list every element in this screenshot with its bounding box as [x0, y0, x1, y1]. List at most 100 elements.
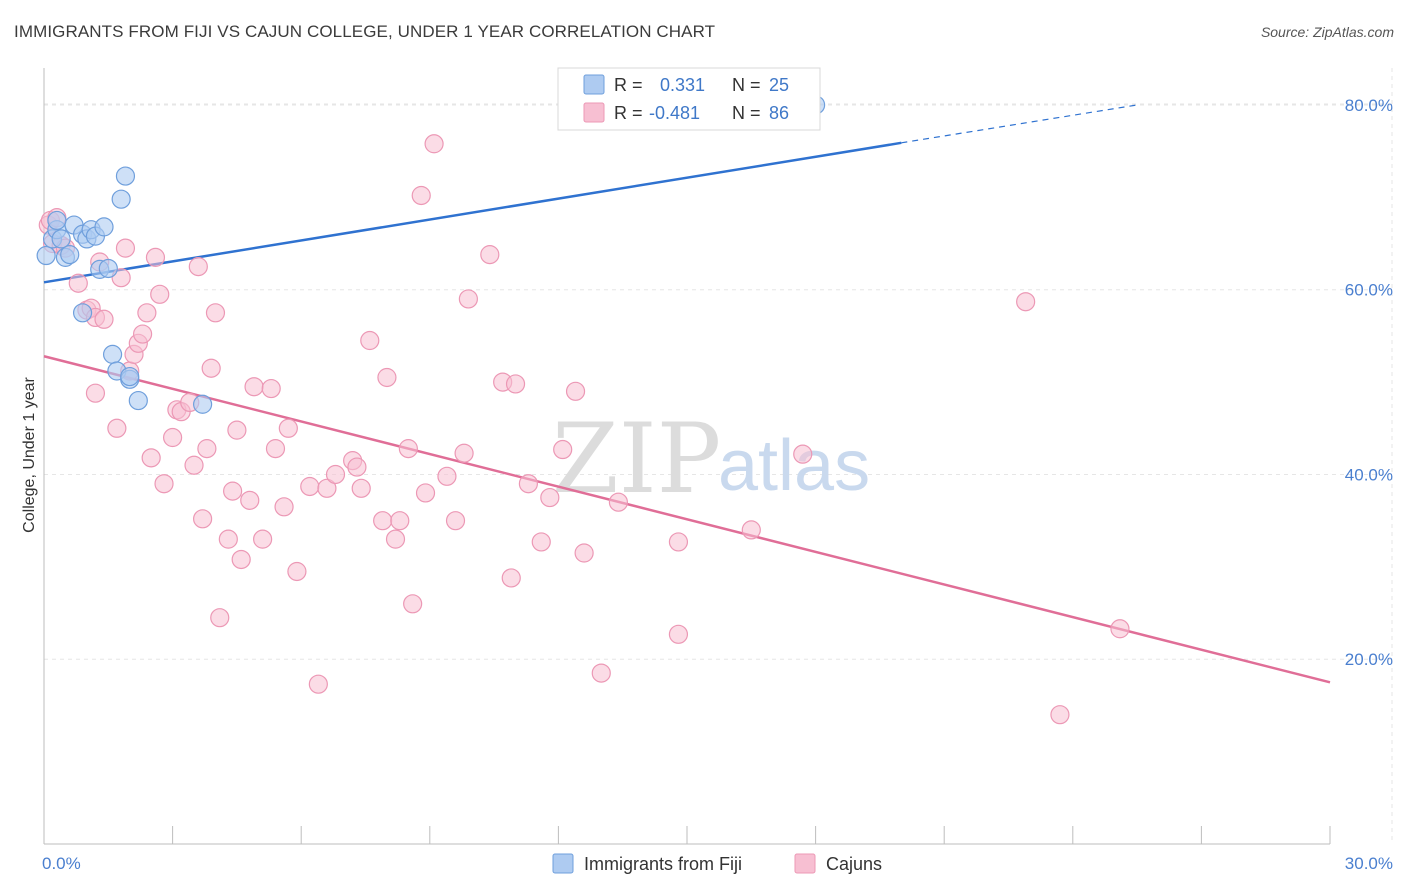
fiji-point	[120, 366, 140, 387]
x-tick-label-min: 0.0%	[42, 854, 81, 873]
cajun-point	[227, 420, 247, 440]
cajun-point	[205, 303, 226, 323]
correlation-legend: R = 0.331 N = 25 R = -0.481 N = 86	[557, 67, 821, 131]
legend-n-value-fiji: 25	[769, 75, 789, 95]
cajun-point	[265, 439, 286, 459]
cajun-point	[163, 427, 183, 448]
tick-labels: 20.0% 40.0% 60.0% 80.0% 0.0% 30.0%	[42, 96, 1393, 873]
legend-r-label-cajun: R =	[614, 103, 643, 123]
cajun-point	[141, 448, 161, 468]
fiji-point	[98, 258, 118, 279]
cajun-point	[415, 483, 436, 503]
cajun-point	[360, 330, 380, 351]
fiji-point	[51, 229, 71, 249]
series-legend: Immigrants from Fiji Cajuns	[552, 853, 882, 874]
cajun-point	[274, 497, 294, 517]
cajun-point	[111, 268, 131, 288]
cajun-point	[480, 245, 500, 265]
y-axis-label: College, Under 1 year	[21, 377, 38, 533]
y-tick-label: 60.0%	[1345, 281, 1393, 300]
cajun-point	[377, 367, 397, 388]
cajun-point	[132, 324, 153, 344]
cajun-point	[793, 444, 813, 464]
cajun-point	[188, 257, 208, 277]
legend-swatch-fiji	[583, 74, 605, 95]
cajun-point	[154, 474, 174, 494]
cajun-point	[347, 457, 367, 477]
watermark-zip: ZIP	[552, 403, 721, 515]
cajun-point	[398, 439, 418, 459]
cajun-point	[608, 492, 629, 512]
cajun-point	[317, 478, 337, 498]
cajun-point	[445, 511, 466, 531]
fiji-point	[47, 210, 67, 231]
cajun-point	[373, 511, 393, 531]
fiji-point	[60, 245, 80, 265]
cajun-point	[278, 418, 298, 438]
cajun-point	[591, 663, 611, 683]
fiji-point	[111, 189, 131, 209]
legend-r-value-fiji: 0.331	[660, 75, 705, 95]
cajun-point	[201, 358, 221, 378]
cajun-point	[668, 532, 689, 552]
cajun-point	[553, 439, 573, 460]
bottom-legend-swatch-fiji	[552, 853, 574, 874]
bottom-legend-swatch-cajun	[794, 853, 816, 874]
cajun-point	[325, 464, 346, 485]
cajun-point	[518, 474, 538, 494]
cajun-point	[137, 303, 157, 323]
fiji-point	[128, 390, 148, 411]
cajun-point	[193, 509, 213, 529]
cajun-points	[38, 134, 1130, 725]
cajun-point	[531, 532, 551, 552]
cajun-point	[197, 439, 217, 459]
cajun-point	[351, 478, 371, 498]
cajun-point	[223, 481, 243, 501]
cajun-point	[184, 455, 204, 475]
cajun-point	[505, 374, 526, 394]
legend-swatch-cajun	[583, 102, 605, 123]
cajun-point	[244, 377, 264, 397]
cajun-point	[115, 238, 136, 258]
cajun-point	[231, 549, 251, 570]
cajun-point	[240, 490, 260, 510]
cajun-point	[390, 511, 410, 531]
fiji-point	[193, 394, 213, 414]
cajun-point	[574, 543, 594, 563]
fiji-point	[36, 245, 56, 266]
cajun-point	[385, 529, 406, 549]
bottom-legend-label-fiji: Immigrants from Fiji	[584, 854, 742, 874]
source-label: Source: ZipAtlas.com	[1260, 24, 1394, 40]
legend-r-value-cajun: -0.481	[649, 103, 700, 123]
cajun-point	[741, 520, 761, 540]
cajun-point	[94, 309, 114, 329]
cajun-point	[668, 624, 689, 644]
cajun-point	[424, 134, 444, 154]
legend-n-label-fiji: N =	[732, 75, 761, 95]
axes	[43, 68, 1331, 845]
cajun-point	[454, 443, 474, 463]
cajun-point	[210, 608, 230, 628]
cajun-point	[68, 273, 88, 293]
fiji-point	[94, 217, 114, 237]
cajun-point	[287, 561, 307, 582]
cajun-point	[300, 476, 320, 497]
fiji-points	[36, 95, 826, 414]
trend-lines	[43, 104, 1331, 684]
cajun-point	[1016, 292, 1036, 312]
legend-r-label-fiji: R =	[614, 75, 643, 95]
legend-n-label-cajun: N =	[732, 103, 761, 123]
cajun-point	[437, 466, 457, 486]
y-tick-label: 20.0%	[1345, 650, 1393, 669]
cajun-point	[150, 284, 170, 304]
cajun-point	[308, 674, 328, 694]
cajun-point	[107, 418, 127, 438]
cajun-point	[261, 378, 281, 399]
cajun-point	[403, 594, 423, 614]
fiji-point	[115, 166, 136, 186]
fiji-trend-extension	[901, 104, 1138, 144]
fiji-trend-line	[43, 141, 902, 284]
legend-n-value-cajun: 86	[769, 103, 789, 123]
cajun-point	[85, 383, 106, 403]
cajun-point	[458, 289, 478, 309]
